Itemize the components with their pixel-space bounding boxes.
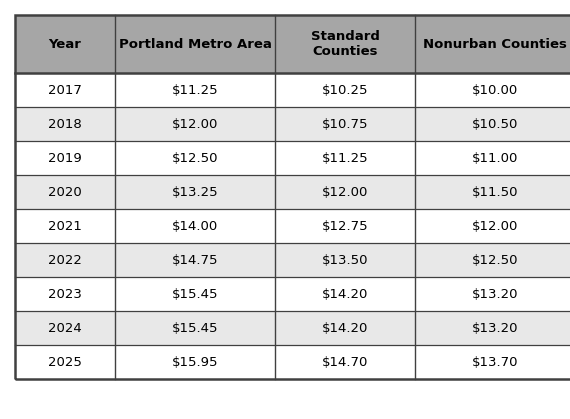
Text: $10.50: $10.50 xyxy=(472,117,518,130)
Text: $12.75: $12.75 xyxy=(321,220,368,233)
Text: $10.00: $10.00 xyxy=(472,83,518,96)
Text: 2022: 2022 xyxy=(48,253,82,266)
Text: $13.50: $13.50 xyxy=(321,253,368,266)
Text: $14.00: $14.00 xyxy=(172,220,218,233)
Bar xyxy=(15,209,115,243)
Bar xyxy=(415,277,570,311)
Bar xyxy=(415,311,570,345)
Text: $13.25: $13.25 xyxy=(172,186,218,199)
Bar xyxy=(15,107,115,141)
Bar xyxy=(415,15,570,73)
Bar xyxy=(15,311,115,345)
Text: $12.50: $12.50 xyxy=(172,152,218,165)
Bar xyxy=(115,277,275,311)
Bar xyxy=(415,209,570,243)
Text: $12.50: $12.50 xyxy=(472,253,518,266)
Bar xyxy=(15,15,115,73)
Text: 2023: 2023 xyxy=(48,287,82,300)
Text: Nonurban Counties: Nonurban Counties xyxy=(423,37,567,51)
Bar xyxy=(115,73,275,107)
Bar xyxy=(115,243,275,277)
Bar xyxy=(275,209,415,243)
Text: $12.00: $12.00 xyxy=(172,117,218,130)
Text: $13.20: $13.20 xyxy=(472,321,518,334)
Bar xyxy=(415,107,570,141)
Bar xyxy=(415,345,570,379)
Text: $11.25: $11.25 xyxy=(172,83,218,96)
Text: $15.95: $15.95 xyxy=(172,355,218,368)
Text: 2018: 2018 xyxy=(48,117,82,130)
Bar xyxy=(115,345,275,379)
Bar xyxy=(115,141,275,175)
Text: $11.00: $11.00 xyxy=(472,152,518,165)
Bar xyxy=(275,311,415,345)
Bar xyxy=(275,175,415,209)
Text: $11.50: $11.50 xyxy=(472,186,518,199)
Text: 2024: 2024 xyxy=(48,321,82,334)
Bar xyxy=(15,243,115,277)
Bar xyxy=(15,277,115,311)
Text: 2025: 2025 xyxy=(48,355,82,368)
Text: $14.75: $14.75 xyxy=(172,253,218,266)
Text: $12.00: $12.00 xyxy=(472,220,518,233)
Text: $13.70: $13.70 xyxy=(472,355,518,368)
Bar xyxy=(115,175,275,209)
Bar xyxy=(275,141,415,175)
Bar xyxy=(15,175,115,209)
Bar xyxy=(115,209,275,243)
Text: $14.20: $14.20 xyxy=(322,287,368,300)
Bar xyxy=(275,107,415,141)
Text: 2019: 2019 xyxy=(48,152,82,165)
Text: $10.75: $10.75 xyxy=(321,117,368,130)
Text: 2017: 2017 xyxy=(48,83,82,96)
Bar xyxy=(415,243,570,277)
Text: Portland Metro Area: Portland Metro Area xyxy=(119,37,271,51)
Bar xyxy=(15,15,570,379)
Bar xyxy=(275,15,415,73)
Text: Standard
Counties: Standard Counties xyxy=(311,30,380,58)
Text: $15.45: $15.45 xyxy=(172,321,218,334)
Bar xyxy=(415,73,570,107)
Text: $12.00: $12.00 xyxy=(322,186,368,199)
Bar xyxy=(115,311,275,345)
Text: $14.20: $14.20 xyxy=(322,321,368,334)
Bar xyxy=(15,345,115,379)
Text: $11.25: $11.25 xyxy=(321,152,368,165)
Bar xyxy=(415,175,570,209)
Text: $15.45: $15.45 xyxy=(172,287,218,300)
Bar xyxy=(275,73,415,107)
Bar xyxy=(275,345,415,379)
Bar xyxy=(275,277,415,311)
Bar xyxy=(15,73,115,107)
Bar xyxy=(115,107,275,141)
Text: 2021: 2021 xyxy=(48,220,82,233)
Bar xyxy=(275,243,415,277)
Text: $13.20: $13.20 xyxy=(472,287,518,300)
Text: 2020: 2020 xyxy=(48,186,82,199)
Bar xyxy=(415,141,570,175)
Bar xyxy=(115,15,275,73)
Text: $14.70: $14.70 xyxy=(322,355,368,368)
Text: $10.25: $10.25 xyxy=(321,83,368,96)
Bar xyxy=(15,141,115,175)
Text: Year: Year xyxy=(48,37,82,51)
